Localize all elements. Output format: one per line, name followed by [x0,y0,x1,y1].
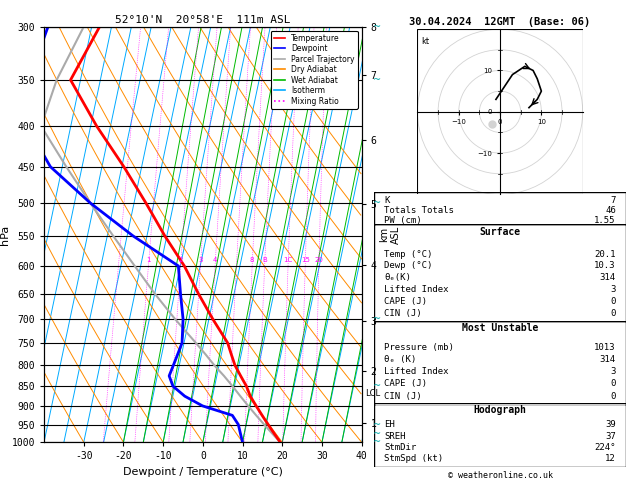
Text: 0: 0 [610,392,616,400]
Text: 1.55: 1.55 [594,216,616,225]
Text: Pressure (mb): Pressure (mb) [384,343,454,352]
Text: 3: 3 [198,257,203,262]
Text: ~: ~ [374,22,381,32]
Text: K: K [384,196,390,206]
Text: LCL: LCL [365,388,380,398]
Text: 1C: 1C [284,257,292,262]
Text: 3: 3 [610,367,616,376]
Text: 0: 0 [610,380,616,388]
Text: StmDir: StmDir [384,443,416,451]
Text: Surface: Surface [479,226,521,237]
Text: ~: ~ [374,429,381,438]
Text: CAPE (J): CAPE (J) [384,297,427,306]
Text: Totals Totals: Totals Totals [384,206,454,215]
Text: Most Unstable: Most Unstable [462,323,538,333]
Title: 52°10'N  20°58'E  111m ASL: 52°10'N 20°58'E 111m ASL [115,15,291,25]
Text: CIN (J): CIN (J) [384,392,422,400]
Text: EH: EH [384,420,395,429]
Text: CAPE (J): CAPE (J) [384,380,427,388]
Text: SREH: SREH [384,432,406,440]
Text: 314: 314 [599,273,616,282]
Y-axis label: km
ASL: km ASL [379,226,401,243]
Text: PW (cm): PW (cm) [384,216,422,225]
Text: 0: 0 [610,297,616,306]
Y-axis label: hPa: hPa [0,225,10,244]
Text: 12: 12 [605,454,616,463]
Text: θₑ (K): θₑ (K) [384,355,416,364]
Text: 1: 1 [146,257,150,262]
Text: θₑ(K): θₑ(K) [384,273,411,282]
Text: 224°: 224° [594,443,616,451]
Text: 39: 39 [605,420,616,429]
Legend: Temperature, Dewpoint, Parcel Trajectory, Dry Adiabat, Wet Adiabat, Isotherm, Mi: Temperature, Dewpoint, Parcel Trajectory… [270,31,358,109]
Text: Lifted Index: Lifted Index [384,367,449,376]
Text: kt: kt [421,37,430,47]
Text: 2: 2 [179,257,182,262]
Text: Temp (°C): Temp (°C) [384,250,433,259]
Text: Hodograph: Hodograph [474,405,526,415]
Text: 30.04.2024  12GMT  (Base: 06): 30.04.2024 12GMT (Base: 06) [409,17,591,27]
Text: 37: 37 [605,432,616,440]
Text: ~: ~ [374,198,381,208]
Text: Lifted Index: Lifted Index [384,285,449,294]
Text: ~: ~ [374,314,381,324]
Bar [418,29,582,194]
Text: B: B [262,257,267,262]
Text: ~: ~ [374,437,381,447]
Text: 0: 0 [610,309,616,317]
Text: 20: 20 [314,257,323,262]
Text: 20.1: 20.1 [594,250,616,259]
Text: © weatheronline.co.uk: © weatheronline.co.uk [448,471,552,480]
Text: CIN (J): CIN (J) [384,309,422,317]
Text: 8: 8 [250,257,254,262]
Text: 1013: 1013 [594,343,616,352]
Text: ~: ~ [374,381,381,391]
Text: 3: 3 [610,285,616,294]
Text: Dewp (°C): Dewp (°C) [384,261,433,270]
Text: StmSpd (kt): StmSpd (kt) [384,454,443,463]
Text: 7: 7 [610,196,616,206]
Text: ~: ~ [374,419,381,430]
Text: 314: 314 [599,355,616,364]
Text: 46: 46 [605,206,616,215]
X-axis label: Dewpoint / Temperature (°C): Dewpoint / Temperature (°C) [123,467,283,477]
Text: 4: 4 [213,257,217,262]
Text: 15: 15 [301,257,309,262]
Text: 10.3: 10.3 [594,261,616,270]
Text: ~: ~ [374,75,381,85]
